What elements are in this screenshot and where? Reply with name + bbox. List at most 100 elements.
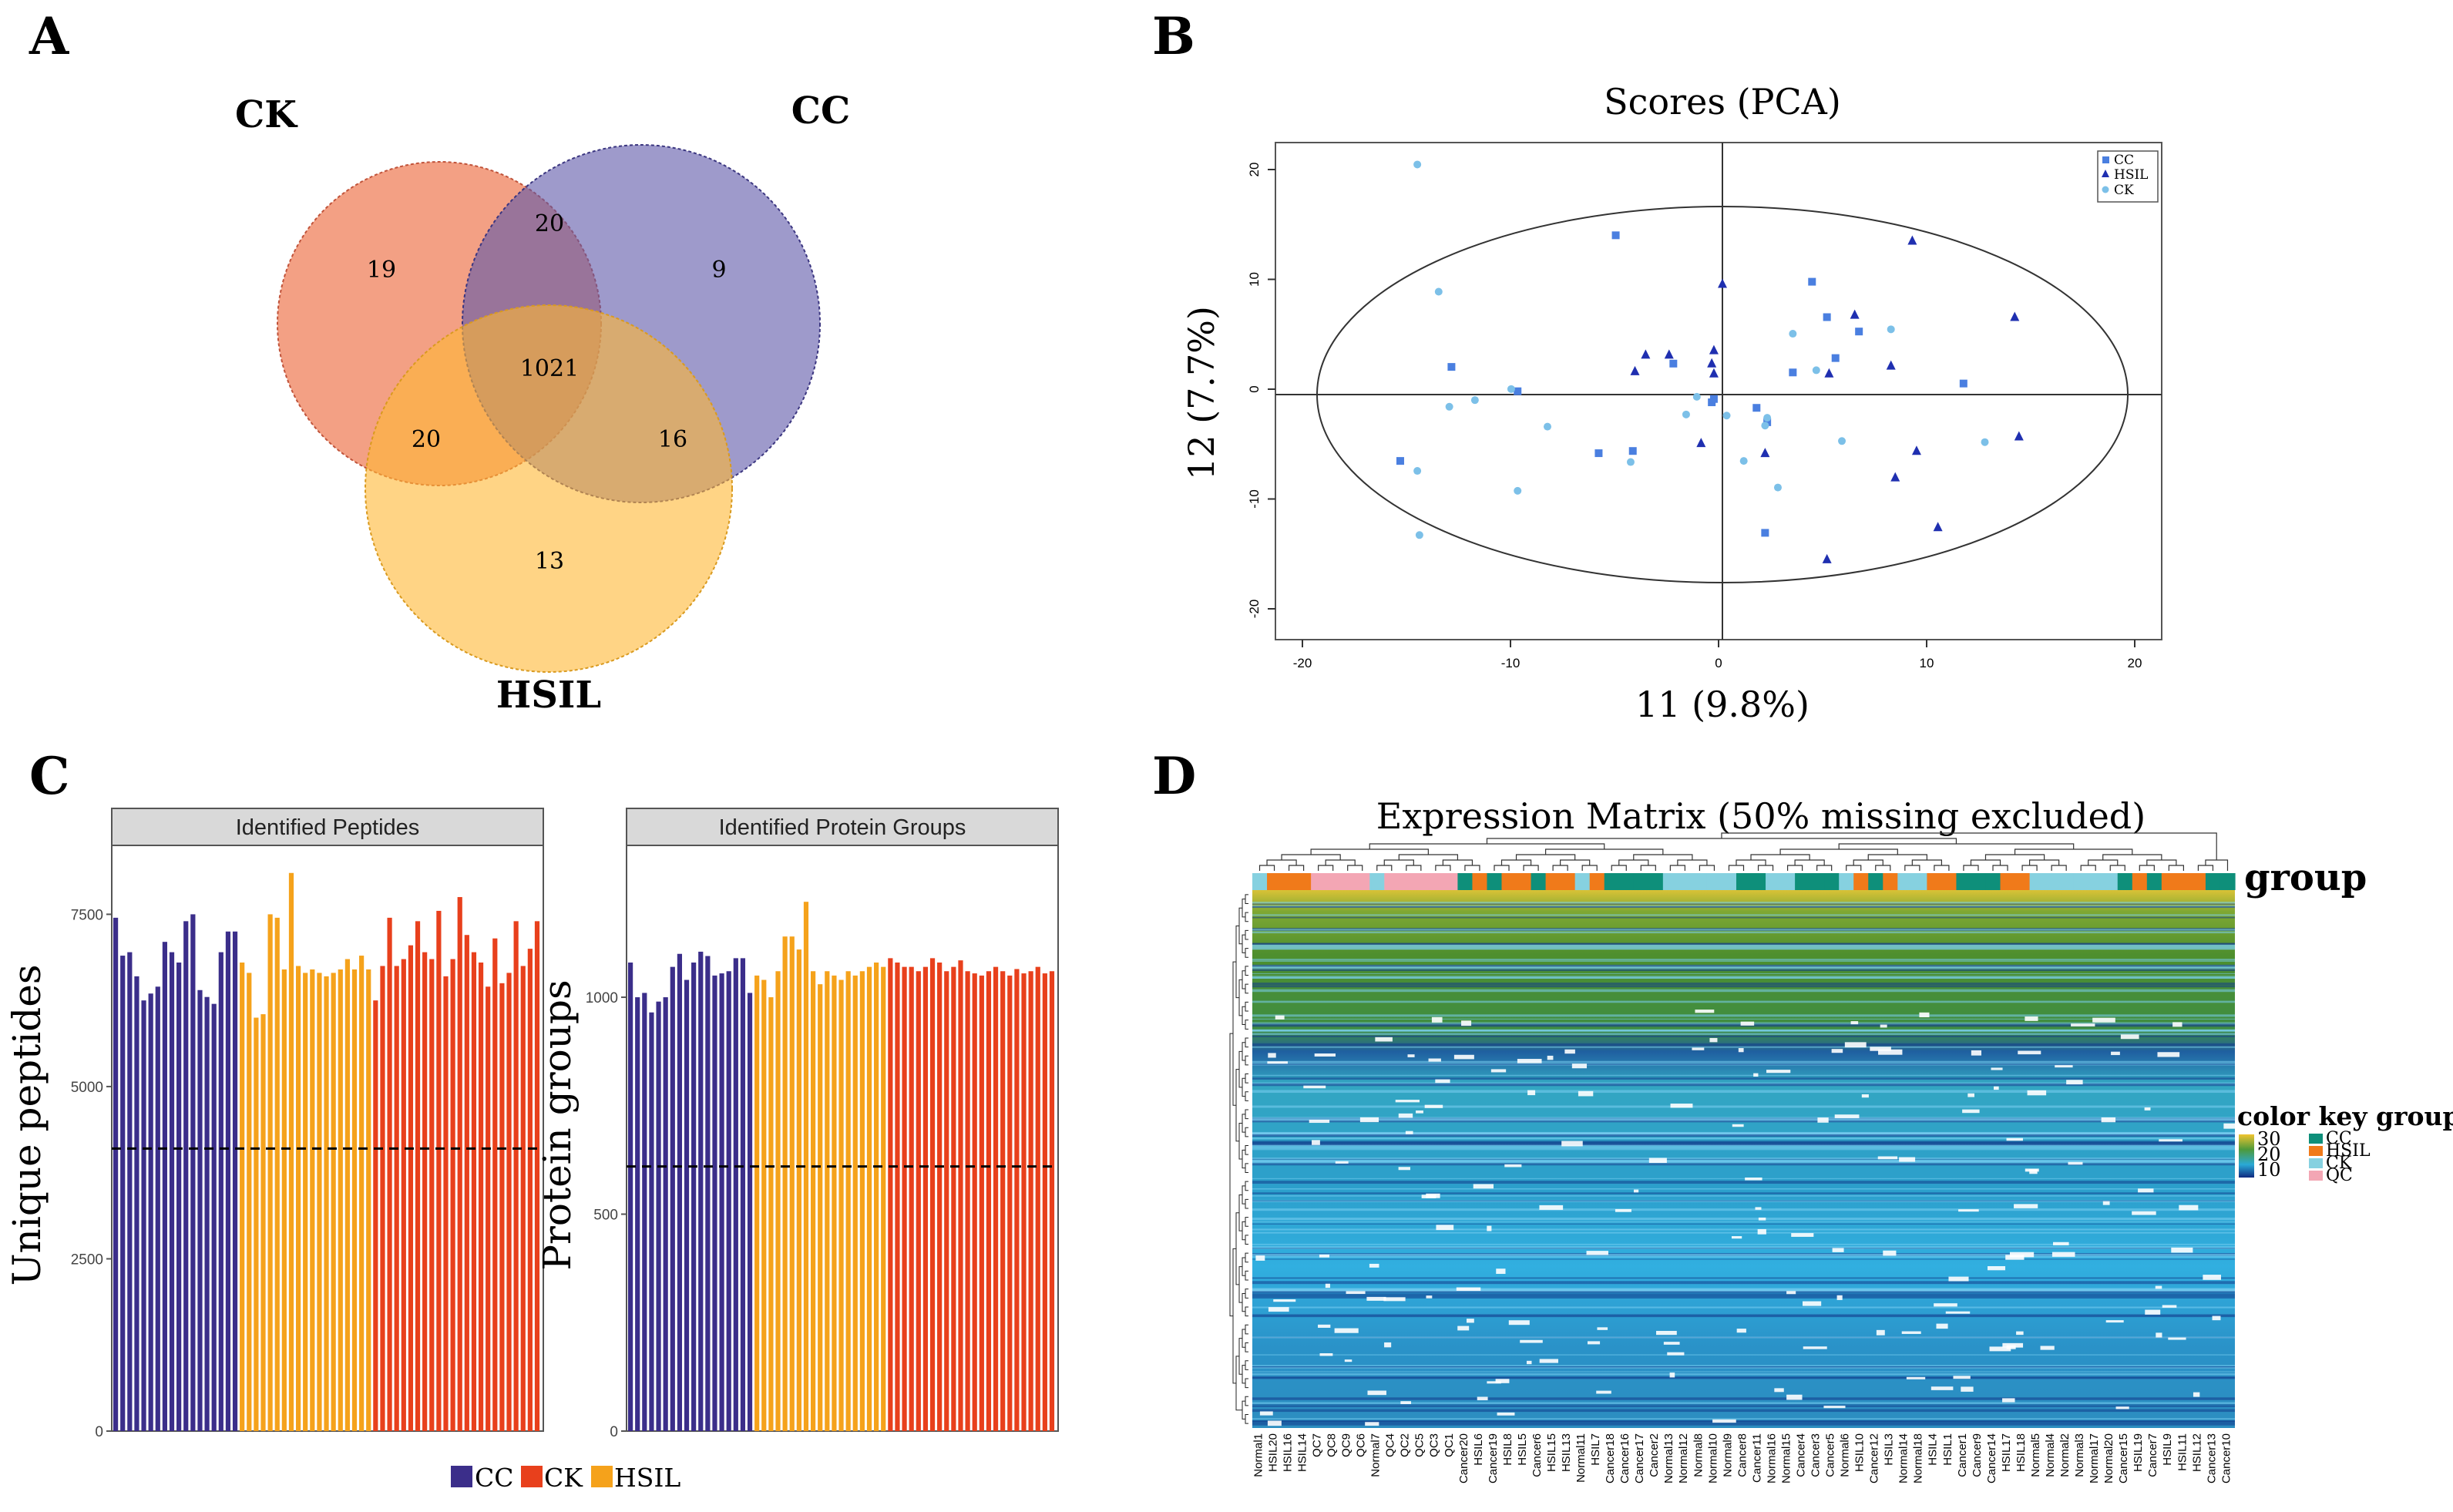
heatmap-row-band: [1252, 1060, 2235, 1063]
heatmap-annotation-cell: [1633, 873, 1649, 890]
pca-point-ck: [1507, 385, 1515, 393]
protein-bar-hsil: [803, 902, 809, 1431]
heatmap-missing-cell: [1407, 1054, 1415, 1057]
heatmap-missing-cell: [2115, 1406, 2129, 1410]
heatmap-missing-cell: [1989, 1346, 2011, 1352]
peptides-bar-hsil: [281, 969, 287, 1431]
heatmap-column-dendrogram-branch: [2080, 865, 2096, 871]
heatmap-missing-cell: [1457, 1326, 1470, 1331]
protein-bar-ck: [1035, 966, 1040, 1431]
protein-strip: [626, 808, 1059, 846]
heatmap-row-band: [1252, 1256, 2235, 1258]
heatmap-missing-cell: [1817, 1117, 1829, 1123]
heatmap-column-label: HSIL4: [1927, 1433, 1940, 1466]
heatmap-row-band: [1252, 1181, 2235, 1184]
venn-set-label-cc: CC: [791, 89, 850, 133]
heatmap-annotation-cell: [1428, 873, 1443, 890]
heatmap-column-dendrogram-branch: [1560, 859, 1591, 865]
heatmap-missing-cell: [1596, 1390, 1611, 1394]
heatmap-missing-cell: [2025, 1168, 2039, 1172]
bar-panel-peptides: Identified Peptides 0 2500 5000 7500 Unique…: [5, 808, 544, 1440]
heatmap-column-dendrogram-branch: [1500, 859, 1532, 865]
heatmap-column-dendrogram-branch: [1970, 859, 2001, 865]
heatmap-column-dendrogram-branch: [1750, 854, 1810, 860]
heatmap-annotation-cell: [1296, 873, 1312, 890]
heatmap-missing-cell: [1273, 1299, 1296, 1302]
heatmap-missing-cell: [2101, 1117, 2116, 1123]
heatmap-missing-cell: [2092, 1017, 2115, 1023]
heatmap-column-dendrogram-branch: [1677, 859, 1708, 865]
peptides-bar-hsil: [274, 917, 280, 1431]
peptides-ylabel: Unique peptides: [5, 965, 49, 1286]
heatmap-missing-cell: [2145, 1309, 2161, 1315]
heatmap-missing-cell: [1802, 1301, 1822, 1306]
heatmap-annotation-cell: [1912, 873, 1927, 890]
heatmap-annotation-cell: [1897, 873, 1913, 890]
heatmap-column-dendrogram-branch: [1779, 848, 1898, 855]
heatmap-missing-cell: [1461, 1020, 1472, 1026]
heatmap-row-band: [1252, 1035, 2235, 1038]
heatmap-annotation-cell: [1545, 873, 1561, 890]
heatmap-missing-cell: [1564, 1049, 1575, 1054]
heatmap-missing-cell: [1709, 1037, 1718, 1043]
heatmap-column-label: HSIL3: [1883, 1433, 1896, 1466]
pca-point-ck: [1413, 160, 1422, 169]
heatmap-row-dendrogram-branch: [1232, 1248, 1236, 1384]
heatmap-row-band: [1252, 946, 2235, 948]
bar-legend-swatch-ck: [521, 1466, 543, 1487]
heatmap-column-dendrogram-branch: [2102, 854, 2162, 860]
heatmap-missing-cell: [1791, 1233, 1814, 1237]
heatmap-row-dendrogram-branch: [1245, 1127, 1248, 1137]
heatmap-row-dendrogram-branch: [1245, 1289, 1248, 1299]
pca-point-ck: [1838, 437, 1846, 445]
heatmap-annotation-cell: [2102, 873, 2119, 890]
heatmap-row-band: [1252, 1258, 2235, 1260]
heatmap-row-band: [1252, 1063, 2235, 1065]
heatmap-row-band: [1252, 916, 2235, 919]
heatmap-annotation-cell: [2146, 873, 2162, 890]
heatmap-column-label: Cancer10: [2219, 1433, 2233, 1483]
heatmap-column-dendrogram-branch: [2139, 865, 2155, 871]
heatmap-row-dendrogram-branch: [1245, 1037, 1248, 1048]
peptides-bar-cc: [183, 921, 189, 1431]
heatmap-missing-cell: [2016, 1331, 2024, 1336]
heatmap-missing-cell: [1656, 1330, 1677, 1336]
heatmap-column-dendrogram-branch: [2021, 865, 2038, 871]
pca-point-hsil: [1850, 309, 1860, 319]
heatmap-row-band: [1252, 1223, 2235, 1225]
pca-point-cc: [1594, 449, 1603, 458]
heatmap-missing-cell: [2105, 1320, 2124, 1323]
heatmap-annotation-cell: [2058, 873, 2075, 890]
heatmap-annotation-cell: [1574, 873, 1591, 890]
heatmap-missing-cell: [1395, 1100, 1420, 1103]
heatmap-row-dendrogram-branch: [1245, 1109, 1248, 1120]
heatmap-column-dendrogram-branch: [1581, 865, 1598, 871]
pca-point-ck: [1415, 531, 1423, 539]
venn-region-hsil-only: 13: [535, 548, 564, 575]
pca-point-hsil: [1707, 358, 1717, 368]
heatmap-annotation-cell: [1282, 873, 1297, 890]
heatmap-annotation-cell: [1604, 873, 1620, 890]
heatmap-row-band: [1252, 964, 2235, 967]
protein-bar-cc: [705, 956, 711, 1431]
heatmap-missing-cell: [1831, 1049, 1843, 1053]
heatmap-missing-cell: [1508, 1320, 1530, 1326]
heatmap-row-dendrogram-branch: [1245, 1378, 1248, 1389]
heatmap-row-band: [1252, 1083, 2235, 1087]
heatmap-row-band: [1252, 1231, 2235, 1234]
pca-point-cc: [1763, 418, 1772, 426]
protein-bar-ck: [916, 971, 921, 1431]
peptides-bar-cc: [211, 1003, 217, 1431]
pca-ylabel: 12 (7.7%): [1181, 306, 1222, 480]
peptides-bar-hsil: [310, 969, 315, 1431]
heatmap-missing-cell: [1473, 1184, 1494, 1189]
heatmap-missing-cell: [2025, 1016, 2038, 1021]
heatmap-missing-cell: [1487, 1381, 1501, 1384]
heatmap-row-band: [1252, 1336, 2235, 1339]
heatmap-row-dendrogram-branch: [1245, 1217, 1248, 1227]
heatmap-column-label: HSIL8: [1501, 1433, 1514, 1466]
heatmap-column-dendrogram-branch: [1376, 865, 1393, 871]
heatmap-column-dendrogram-branch: [1618, 859, 1649, 865]
heatmap-row-band: [1252, 1158, 2235, 1160]
protein-bar-ck: [1014, 969, 1020, 1431]
